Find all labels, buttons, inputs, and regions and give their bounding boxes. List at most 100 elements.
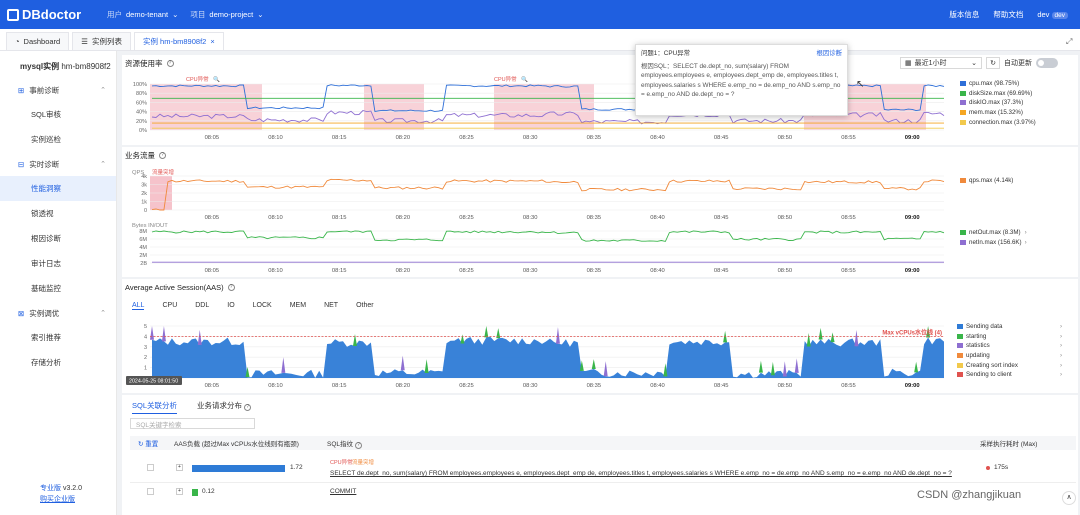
aas-tab-other[interactable]: Other — [356, 302, 374, 309]
sidebar-group[interactable]: ⊠ 实例调优 ⌃ — [0, 301, 116, 325]
legend-item[interactable]: diskIO.max (37.3%) — [960, 98, 1036, 108]
legend-item[interactable]: netOut.max (8.3M) › — [960, 228, 1027, 238]
sidebar-item[interactable]: SQL审核 — [31, 110, 62, 119]
legend-item[interactable]: Sending to client › — [957, 370, 1062, 380]
area-spike — [758, 360, 763, 373]
expand-icon[interactable]: + — [176, 488, 183, 495]
tab-instance-list[interactable]: ☰ 实例列表 — [72, 32, 131, 50]
table-row[interactable]: +1.72 CPU异常 流量突增 SELECT de.dept_no, sum(sal… — [130, 453, 1076, 483]
user-menu[interactable]: dev dev — [1037, 10, 1068, 19]
reset-label: 重置 — [145, 441, 159, 448]
sidebar-item[interactable]: 实例巡检 — [31, 135, 61, 144]
resource-legend: cpu.max (98.75%) diskSize.max (69.69%) dis… — [960, 79, 1036, 127]
x-tick-label: 08:40 — [650, 383, 665, 389]
sql-fingerprint[interactable]: SELECT de.dept_no, sum(salary) FROM empl… — [330, 470, 952, 477]
sql-fingerprint[interactable]: COMMIT — [330, 488, 357, 495]
legend-item[interactable]: Sending data › — [957, 322, 1062, 332]
popup-title: 问题1：CPU异常 — [641, 50, 690, 57]
close-icon[interactable]: × — [210, 37, 215, 46]
group-label: 实例调优 — [29, 308, 60, 318]
legend-label: diskIO.max (37.3%) — [969, 99, 1024, 107]
chevron-right-icon: › — [1059, 332, 1062, 340]
aas-tab-mem[interactable]: MEM — [289, 302, 307, 309]
tab-request-distribution[interactable]: 业务请求分布 ? — [197, 400, 252, 414]
sidebar-item[interactable]: 性能洞察 — [0, 176, 116, 201]
col-aas[interactable]: AAS负载 (超过Max vCPUs水位线则有瓶颈) — [174, 441, 299, 448]
x-tick-label: 08:10 — [268, 383, 283, 389]
buy-enterprise-link[interactable]: 购买企业版 — [40, 496, 75, 503]
sidebar-item[interactable]: 索引推荐 — [31, 333, 61, 342]
more-tabs-icon[interactable]: ⤢ — [1066, 37, 1073, 46]
area-spike — [281, 357, 286, 373]
list-icon: ☰ — [81, 37, 88, 46]
root-cause-link[interactable]: 根因诊断 — [816, 50, 842, 57]
legend-item[interactable]: Creating sort index › — [957, 360, 1062, 370]
table-row[interactable]: +0.12 COMMIT — [130, 483, 1076, 505]
sidebar-group[interactable]: ⊞ 事前诊断 ⌃ — [0, 78, 116, 102]
version-info-link[interactable]: 版本信息 — [949, 10, 980, 19]
help-icon[interactable]: ? — [244, 404, 252, 411]
anomaly-popup: 问题1：CPU异常 根因诊断 根因SQL：SELECT de.dept_no, s… — [635, 44, 848, 116]
x-tick-label: 08:10 — [268, 215, 283, 220]
aas-tab-lock[interactable]: LOCK — [252, 302, 272, 309]
version-number: v3.2.0 — [62, 485, 83, 492]
legend-item[interactable]: connection.max (3.97%) — [960, 117, 1036, 127]
legend-item[interactable]: cpu.max (98.75%) — [960, 79, 1036, 89]
magnifier-icon: 🔍 — [213, 75, 220, 83]
sidebar-item[interactable]: 基础监控 — [31, 284, 61, 293]
reset-button[interactable]: ↻ 重置 — [130, 438, 174, 448]
help-icon: ? — [354, 441, 362, 449]
sidebar-item[interactable]: 锁透视 — [31, 209, 54, 218]
tab-dashboard[interactable]: ◔ Dashboard — [6, 32, 70, 50]
sidebar-item[interactable]: 审计日志 — [31, 259, 61, 268]
aas-tab-cpu[interactable]: CPU — [162, 302, 178, 309]
group-icon: ⊟ — [18, 159, 25, 169]
sidebar-item[interactable]: 存储分析 — [31, 358, 61, 367]
legend-item[interactable]: diskSize.max (69.69%) — [960, 89, 1036, 99]
sidebar-item[interactable]: 根因诊断 — [31, 234, 61, 243]
legend-item[interactable]: updating › — [957, 351, 1062, 361]
col-sql[interactable]: SQL指纹 ? — [327, 438, 980, 449]
legend-item[interactable]: statistics › — [957, 341, 1062, 351]
aas-tab-all[interactable]: ALL — [132, 302, 145, 310]
tenant-select[interactable]: 用户 demo-tenant ⌄ — [107, 9, 178, 20]
auto-refresh-toggle[interactable] — [1036, 58, 1058, 68]
legend-item[interactable]: mem.max (15.32%) — [960, 108, 1036, 118]
tab-instance-detail[interactable]: 实例 hm-bm8908f2 × — [133, 32, 224, 50]
y-tick-label: 60% — [136, 100, 147, 106]
legend-label: Sending to client — [966, 371, 1012, 379]
project-select[interactable]: 项目 demo-project ⌄ — [190, 9, 263, 20]
x-tick-label: 08:50 — [778, 215, 793, 220]
aas-tab-io[interactable]: IO — [227, 302, 235, 309]
help-icon[interactable]: ? — [159, 152, 166, 159]
legend-item[interactable]: netIn.max (156.6K) › — [960, 238, 1027, 248]
legend-item[interactable]: qps.max (4.14k) — [960, 176, 1013, 186]
edition-link[interactable]: 专业版 — [40, 485, 61, 492]
x-tick-label: 08:15 — [332, 135, 347, 141]
tenant-label: 用户 — [107, 10, 122, 19]
expand-icon[interactable]: + — [176, 464, 183, 471]
col-exec-time[interactable]: 采样执行耗时 (Max) — [980, 441, 1038, 448]
aas-tab-ddl[interactable]: DDL — [195, 302, 210, 309]
row-checkbox[interactable] — [147, 464, 154, 471]
tab-sql-analysis[interactable]: SQL关联分析 — [132, 400, 178, 414]
sql-search-input[interactable]: SQL关键字检索 — [130, 418, 255, 429]
area-spike — [830, 332, 835, 343]
help-icon[interactable]: ? — [166, 60, 174, 67]
refresh-button[interactable]: ↻ — [986, 57, 1000, 69]
logo[interactable]: DBdoctor — [7, 7, 95, 22]
legend-label: qps.max (4.14k) — [969, 177, 1014, 185]
legend-item[interactable]: starting › — [957, 332, 1062, 342]
time-range-select[interactable]: ▦ 最近1小时 ⌄ — [900, 57, 982, 69]
series-line-netout — [151, 230, 945, 242]
x-tick-label: 08:45 — [714, 215, 729, 220]
scroll-top-icon[interactable]: ∧ — [1062, 491, 1076, 505]
magnifier-icon: 🔍 — [521, 75, 528, 83]
sql-panel — [122, 395, 1078, 515]
help-icon[interactable]: ? — [227, 284, 235, 291]
help-docs-link[interactable]: 帮助文档 — [993, 10, 1024, 19]
sidebar-group[interactable]: ⊟ 实时诊断 ⌃ — [0, 152, 116, 176]
row-checkbox[interactable] — [147, 488, 154, 495]
aas-tab-net[interactable]: NET — [324, 302, 339, 309]
